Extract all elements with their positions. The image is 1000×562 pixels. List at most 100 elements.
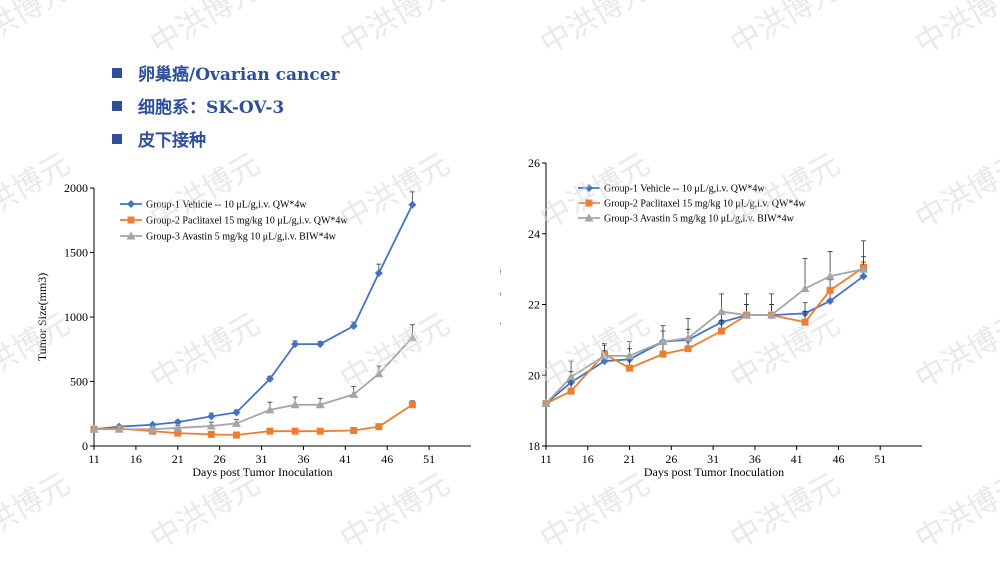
data-point: [291, 427, 299, 435]
bullet-list: 卵巢癌/Ovarian cancer 细胞系：SK-OV-3 皮下接种: [112, 56, 339, 155]
legend-label: Group-2 Paclitaxel 15 mg/kg 10 μL/g,i.v.…: [146, 216, 348, 227]
data-point: [658, 337, 668, 346]
bullet-text: 皮下接种: [138, 131, 206, 151]
data-point: [742, 310, 752, 319]
data-point: [316, 427, 324, 435]
x-tick-label: 21: [172, 452, 184, 466]
bullet-text: 细胞系：SK-OV-3: [138, 98, 285, 118]
data-point: [801, 318, 809, 326]
x-tick-label: 51: [423, 452, 435, 466]
data-point: [585, 184, 593, 192]
legend-label: Group-1 Vehicle -- 10 μL/g,i.v. QW*4w: [146, 200, 307, 211]
x-axis-label: Days post Tumor Inoculation: [192, 465, 332, 479]
y-axis-label: Tumor Size(mm3): [35, 273, 49, 362]
series-line: [545, 275, 865, 405]
data-point: [173, 418, 182, 427]
data-point: [800, 284, 810, 293]
x-tick-label: 21: [624, 452, 636, 466]
data-point: [826, 286, 834, 294]
x-tick-label: 41: [339, 452, 351, 466]
data-point: [207, 412, 216, 421]
x-tick-label: 36: [749, 452, 761, 466]
x-tick-label: 36: [297, 452, 309, 466]
series-line: [93, 403, 413, 436]
series-group: [90, 191, 417, 434]
data-point: [599, 351, 609, 360]
x-tick-label: 31: [256, 452, 268, 466]
data-point: [566, 372, 576, 381]
data-point: [825, 271, 835, 280]
data-point: [207, 430, 215, 438]
bullet-item: 细胞系：SK-OV-3: [112, 89, 339, 122]
data-point: [408, 200, 417, 209]
data-point: [375, 423, 383, 431]
y-tick-label: 22: [528, 298, 540, 312]
data-point: [315, 400, 325, 409]
data-point: [232, 408, 241, 417]
data-point: [127, 216, 135, 224]
y-tick-label: 24: [528, 227, 540, 241]
series-line: [93, 204, 414, 431]
series-group: [90, 400, 416, 439]
x-tick-label: 51: [874, 452, 886, 466]
series-group: [542, 261, 868, 408]
legend-label: Group-1 Vehicle -- 10 μL/g,i.v. QW*4w: [604, 184, 765, 195]
series-group: [89, 324, 417, 433]
x-tick-label: 31: [707, 452, 719, 466]
y-tick-label: 0: [82, 439, 88, 453]
data-point: [148, 424, 158, 433]
data-point: [374, 269, 383, 278]
data-point: [859, 272, 868, 281]
data-point: [231, 418, 241, 427]
series-line: [545, 268, 864, 405]
x-tick-label: 11: [88, 452, 100, 466]
data-point: [173, 423, 183, 432]
data-point: [407, 333, 417, 342]
data-point: [291, 340, 300, 349]
bullet-item: 卵巢癌/Ovarian cancer: [112, 56, 339, 89]
data-point: [716, 307, 726, 316]
square-bullet-icon: [112, 100, 122, 111]
data-point: [349, 322, 358, 331]
body-weight-chart: 18 20 22 24 26 11 16 21 26 31 36 41 46 51 Days post Tu…: [500, 156, 922, 479]
x-tick-label: 46: [381, 452, 393, 466]
x-tick-label: 16: [130, 452, 142, 466]
data-point: [859, 264, 869, 273]
data-point: [567, 387, 575, 395]
data-point: [659, 350, 667, 358]
data-point: [683, 333, 693, 342]
y-axis-label: Body Weight (g): [500, 264, 501, 344]
bullet-text: 卵巢癌/Ovarian cancer: [138, 65, 340, 85]
series-line: [545, 266, 865, 405]
y-tick-label: 500: [70, 375, 88, 389]
y-tick-label: 2000: [64, 181, 88, 195]
data-point: [265, 374, 274, 383]
y-tick-label: 18: [528, 439, 540, 453]
data-point: [127, 200, 135, 208]
data-point: [126, 231, 136, 240]
data-point: [114, 424, 124, 433]
bullet-item: 皮下接种: [112, 122, 339, 155]
data-point: [265, 405, 275, 414]
data-point: [408, 401, 416, 409]
data-point: [350, 427, 358, 435]
x-tick-label: 41: [791, 452, 803, 466]
x-tick-label: 46: [832, 452, 844, 466]
data-point: [584, 213, 594, 222]
legend-label: Group-3 Avastin 5 mg/kg 10 μL/g,i.v. BIW…: [604, 214, 795, 225]
data-point: [626, 364, 634, 372]
square-bullet-icon: [112, 133, 122, 144]
data-point: [826, 296, 835, 305]
data-point: [316, 340, 325, 349]
data-point: [585, 199, 593, 207]
data-point: [148, 420, 157, 429]
y-tick-label: 1000: [64, 310, 88, 324]
series-group: [541, 240, 869, 408]
data-point: [684, 345, 692, 353]
y-tick-label: 1500: [64, 246, 88, 260]
legend-label: Group-3 Avastin 5 mg/kg 10 μL/g,i.v. BIW…: [146, 232, 337, 243]
x-tick-label: 26: [214, 452, 226, 466]
data-point: [541, 399, 551, 408]
data-point: [266, 427, 274, 435]
data-point: [767, 310, 777, 319]
